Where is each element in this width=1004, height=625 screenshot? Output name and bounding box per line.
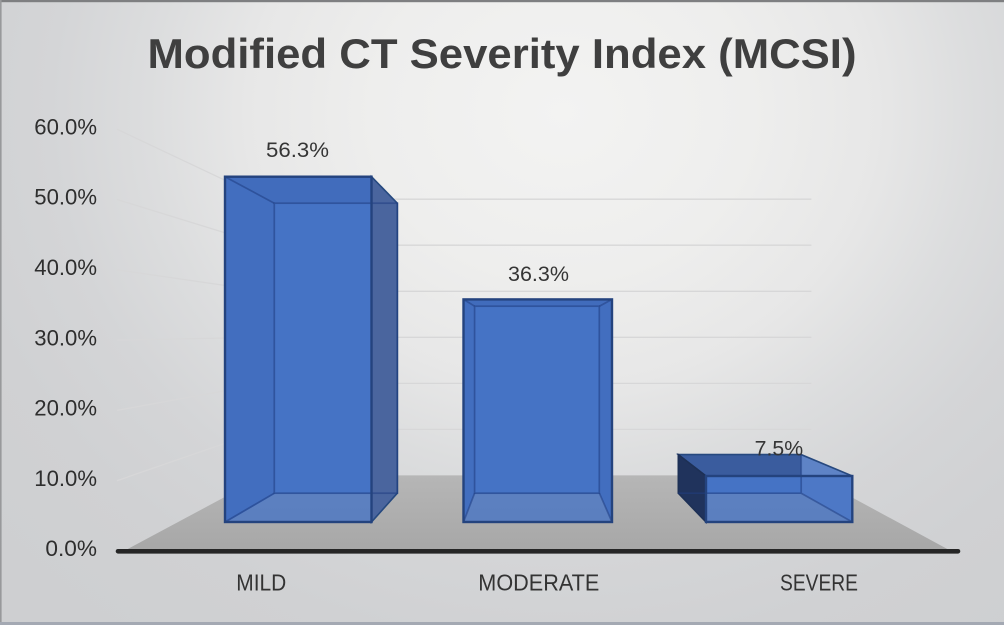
svg-text:SEVERE: SEVERE — [780, 570, 858, 596]
svg-text:0.0%: 0.0% — [45, 536, 97, 561]
svg-text:7.5%: 7.5% — [755, 437, 804, 461]
svg-text:MILD: MILD — [236, 570, 286, 596]
svg-text:10.0%: 10.0% — [34, 466, 97, 491]
svg-text:20.0%: 20.0% — [34, 396, 97, 421]
svg-text:MODERATE: MODERATE — [478, 570, 599, 596]
svg-text:40.0%: 40.0% — [34, 255, 97, 280]
svg-text:50.0%: 50.0% — [34, 185, 97, 210]
svg-text:36.3%: 36.3% — [508, 262, 569, 286]
svg-text:Modified CT Severity Index (MC: Modified CT Severity Index (MCSI) — [148, 30, 857, 77]
svg-text:60.0%: 60.0% — [34, 114, 97, 139]
svg-text:56.3%: 56.3% — [266, 138, 329, 162]
svg-text:30.0%: 30.0% — [34, 325, 97, 350]
